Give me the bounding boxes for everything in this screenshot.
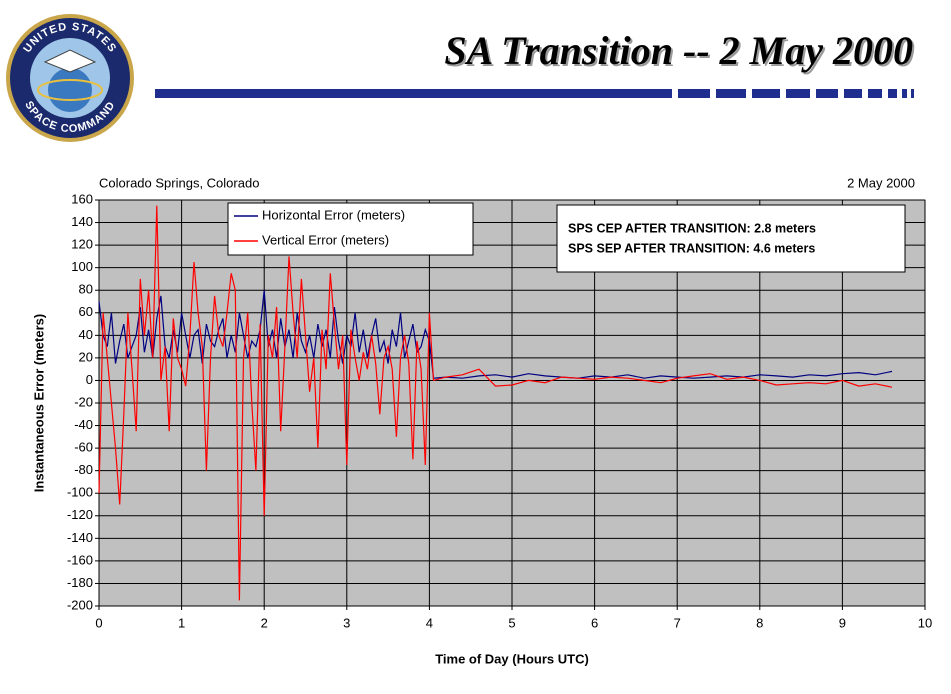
stats-line: SPS CEP AFTER TRANSITION: 2.8 meters	[568, 221, 816, 235]
legend-box	[227, 202, 474, 256]
y-tick-label: -160	[67, 552, 93, 567]
stats-box: SPS CEP AFTER TRANSITION: 2.8 meters SPS …	[556, 204, 906, 273]
y-axis-title: Instantaneous Error (meters)	[31, 314, 46, 492]
location-note: Colorado Springs, Colorado	[99, 175, 259, 190]
y-tick-label: 140	[71, 214, 93, 229]
x-tick-label: 1	[178, 615, 185, 630]
x-tick-label: 7	[674, 615, 681, 630]
y-tick-label: 80	[79, 282, 93, 297]
x-tick-label: 8	[756, 615, 763, 630]
x-tick-label: 4	[426, 615, 433, 630]
y-tick-label: 60	[79, 304, 93, 319]
y-tick-label: -140	[67, 530, 93, 545]
data-line	[98, 205, 893, 601]
date-note: 2 May 2000	[847, 175, 915, 190]
y-tick-label: 20	[79, 349, 93, 364]
y-tick-label: -60	[74, 440, 93, 455]
y-tick-label: -200	[67, 597, 93, 612]
legend-label: Vertical Error (meters)	[262, 232, 389, 247]
y-tick-label: -100	[67, 485, 93, 500]
plot: -200-180-160-140-120-100-80-60-40-200204…	[31, 191, 932, 666]
stats-frame	[556, 204, 906, 273]
y-tick-label: -20	[74, 394, 93, 409]
logo-eagle	[43, 49, 97, 73]
logo: UNITED STATES SPACE COMMAND	[6, 14, 134, 142]
stats-line: SPS SEP AFTER TRANSITION: 4.6 meters	[568, 241, 815, 255]
y-tick-label: 120	[71, 237, 93, 252]
y-tick-label: 0	[86, 372, 93, 387]
x-axis-title: Time of Day (Hours UTC)	[435, 651, 589, 666]
y-tick-label: 40	[79, 327, 93, 342]
x-tick-label: 9	[839, 615, 846, 630]
y-tick-label: -180	[67, 575, 93, 590]
x-tick-label: 5	[508, 615, 515, 630]
title-bar	[155, 89, 914, 98]
y-tick-label: 160	[71, 191, 93, 206]
logo-globe	[48, 68, 92, 112]
y-tick-label: -40	[74, 417, 93, 432]
legend: Horizontal Error (meters) Vertical Error …	[227, 202, 474, 256]
y-tick-label: -120	[67, 507, 93, 522]
legend-label: Horizontal Error (meters)	[262, 207, 405, 222]
x-tick-label: 2	[261, 615, 268, 630]
data-line	[98, 290, 893, 379]
slide-title: SA Transition -- 2 May 2000	[444, 28, 913, 73]
y-tick-label: 100	[71, 259, 93, 274]
x-tick-label: 0	[95, 615, 102, 630]
y-tick-label: -80	[74, 462, 93, 477]
x-tick-label: 3	[343, 615, 350, 630]
logo-orbit	[37, 79, 103, 101]
x-tick-label: 10	[918, 615, 932, 630]
x-tick-label: 6	[591, 615, 598, 630]
